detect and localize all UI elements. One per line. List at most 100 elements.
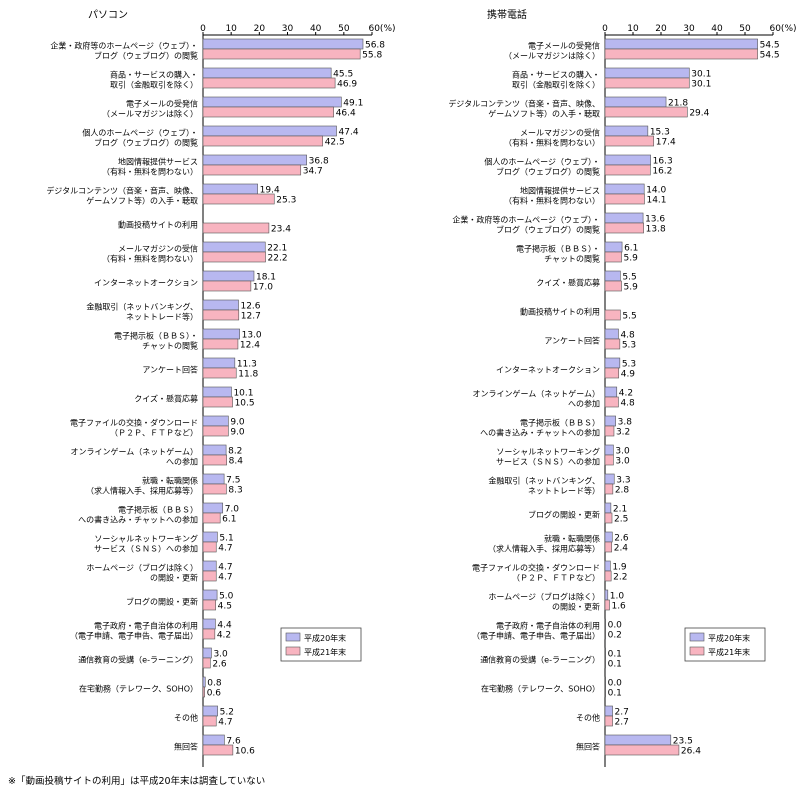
bar [202,193,275,205]
data-label: 30.1 [691,80,711,90]
data-label: 42.5 [325,138,345,148]
data-label: 14.1 [646,196,666,206]
data-label: 0.1 [608,650,622,660]
data-label: 2.8 [615,486,630,496]
category-label: 電子メールの受発信 [126,99,198,109]
bar [202,657,211,669]
bar [202,415,229,427]
category-label: チャットの閲覧 [544,254,600,264]
category-label: インターネットオークション [94,279,198,288]
bar [604,618,606,630]
data-label: 4.5 [218,602,232,612]
category-label: （電子申請、電子申告、電子届出） [472,631,600,641]
x-tick-label: 0 [200,24,206,34]
x-tick-label: 30 [683,24,695,34]
bar [604,77,690,89]
bar [202,744,234,756]
category-label: への書き込み・チャットへの参加 [78,515,198,525]
data-label: 34.7 [303,167,323,177]
bar [604,425,615,437]
data-label: 0.6 [207,689,222,699]
category-label: 無回答 [174,742,198,752]
data-label: 3.3 [616,476,630,486]
category-label: 電子ファイルの交換・ダウンロード [472,563,600,573]
data-label: 19.4 [260,186,280,196]
data-label: 46.9 [337,80,357,90]
bar [202,222,270,234]
data-label: 10.1 [233,389,253,399]
bar [604,444,614,456]
data-label: 23.4 [271,225,291,235]
data-label: 4.2 [619,389,633,399]
data-label: 4.7 [218,544,232,554]
data-label: 30.1 [691,70,711,80]
category-label: の開設・更新 [552,602,600,612]
data-label: 5.0 [219,592,234,602]
data-label: 56.8 [365,41,385,51]
category-label: 地図情報提供サービス [520,186,600,196]
bar [202,647,212,659]
bar [604,628,606,640]
data-label: 4.9 [621,370,636,380]
bar [604,328,619,340]
category-label: 個人のホームページ（ウェブ）・ [82,128,198,138]
category-label: ソーシャルネットワーキング [496,447,600,457]
bar [202,705,218,717]
data-label: 0.2 [608,631,622,641]
category-label: ネットトレード等） [126,312,198,322]
bar [202,686,205,698]
data-label: 4.8 [620,331,635,341]
bar [604,657,606,669]
data-label: 2.6 [614,534,629,544]
bar [604,193,645,205]
category-label: ブログの開設・更新 [126,597,198,607]
bar [604,483,614,495]
data-label: 10.5 [235,399,255,409]
data-label: 17.0 [253,283,273,293]
bar [604,570,612,582]
category-label: 在宅勤務（テレワーク、SOHO） [481,684,600,694]
data-label: 6.1 [624,244,638,254]
data-label: 16.3 [653,157,673,167]
bar [202,512,221,524]
category-label: （求人情報入手、採用応募等） [488,544,600,554]
data-label: 5.3 [622,360,636,370]
data-label: 5.9 [624,283,639,293]
data-label: 9.0 [230,428,245,438]
legend-swatch [285,632,301,642]
category-label: その他 [174,713,198,723]
legend-label: 平成20年末 [304,633,346,643]
chart-title: パソコン [88,9,128,21]
bar [202,715,217,727]
data-label: 5.5 [622,312,636,322]
bar [604,357,621,369]
category-label: 電子掲示板（ＢＢＳ）・ [114,331,198,341]
data-label: 0.0 [608,679,623,689]
data-label: 10.6 [235,747,255,757]
category-label: 無回答 [576,742,600,752]
bar [202,502,224,514]
bar [202,357,236,369]
data-label: 2.7 [615,708,629,718]
x-tick-label: 20 [655,24,667,34]
x-tick-label: 40 [711,24,723,34]
data-label: 3.0 [615,457,630,467]
category-label: クイズ・懸賞応募 [134,394,198,404]
category-label: （Ｐ２Ｐ、ＦＴＰなど） [512,574,600,583]
bar [604,96,667,108]
data-label: 0.0 [608,621,623,631]
bar [202,454,227,466]
data-label: 2.1 [613,505,627,515]
bar [604,125,649,137]
data-label: 22.1 [267,244,287,254]
bar [604,415,616,427]
category-label: サービス（ＳＮＳ）への参加 [94,544,198,554]
data-label: 3.8 [618,418,633,428]
data-label: 12.4 [240,341,260,351]
bar [202,77,336,89]
category-label: 電子掲示板（ＢＢＳ） [520,418,600,428]
category-label: 企業・政府等のホームページ（ウェブ）・ [50,41,198,51]
data-label: 3.0 [213,650,228,660]
data-label: 0.8 [207,679,222,689]
